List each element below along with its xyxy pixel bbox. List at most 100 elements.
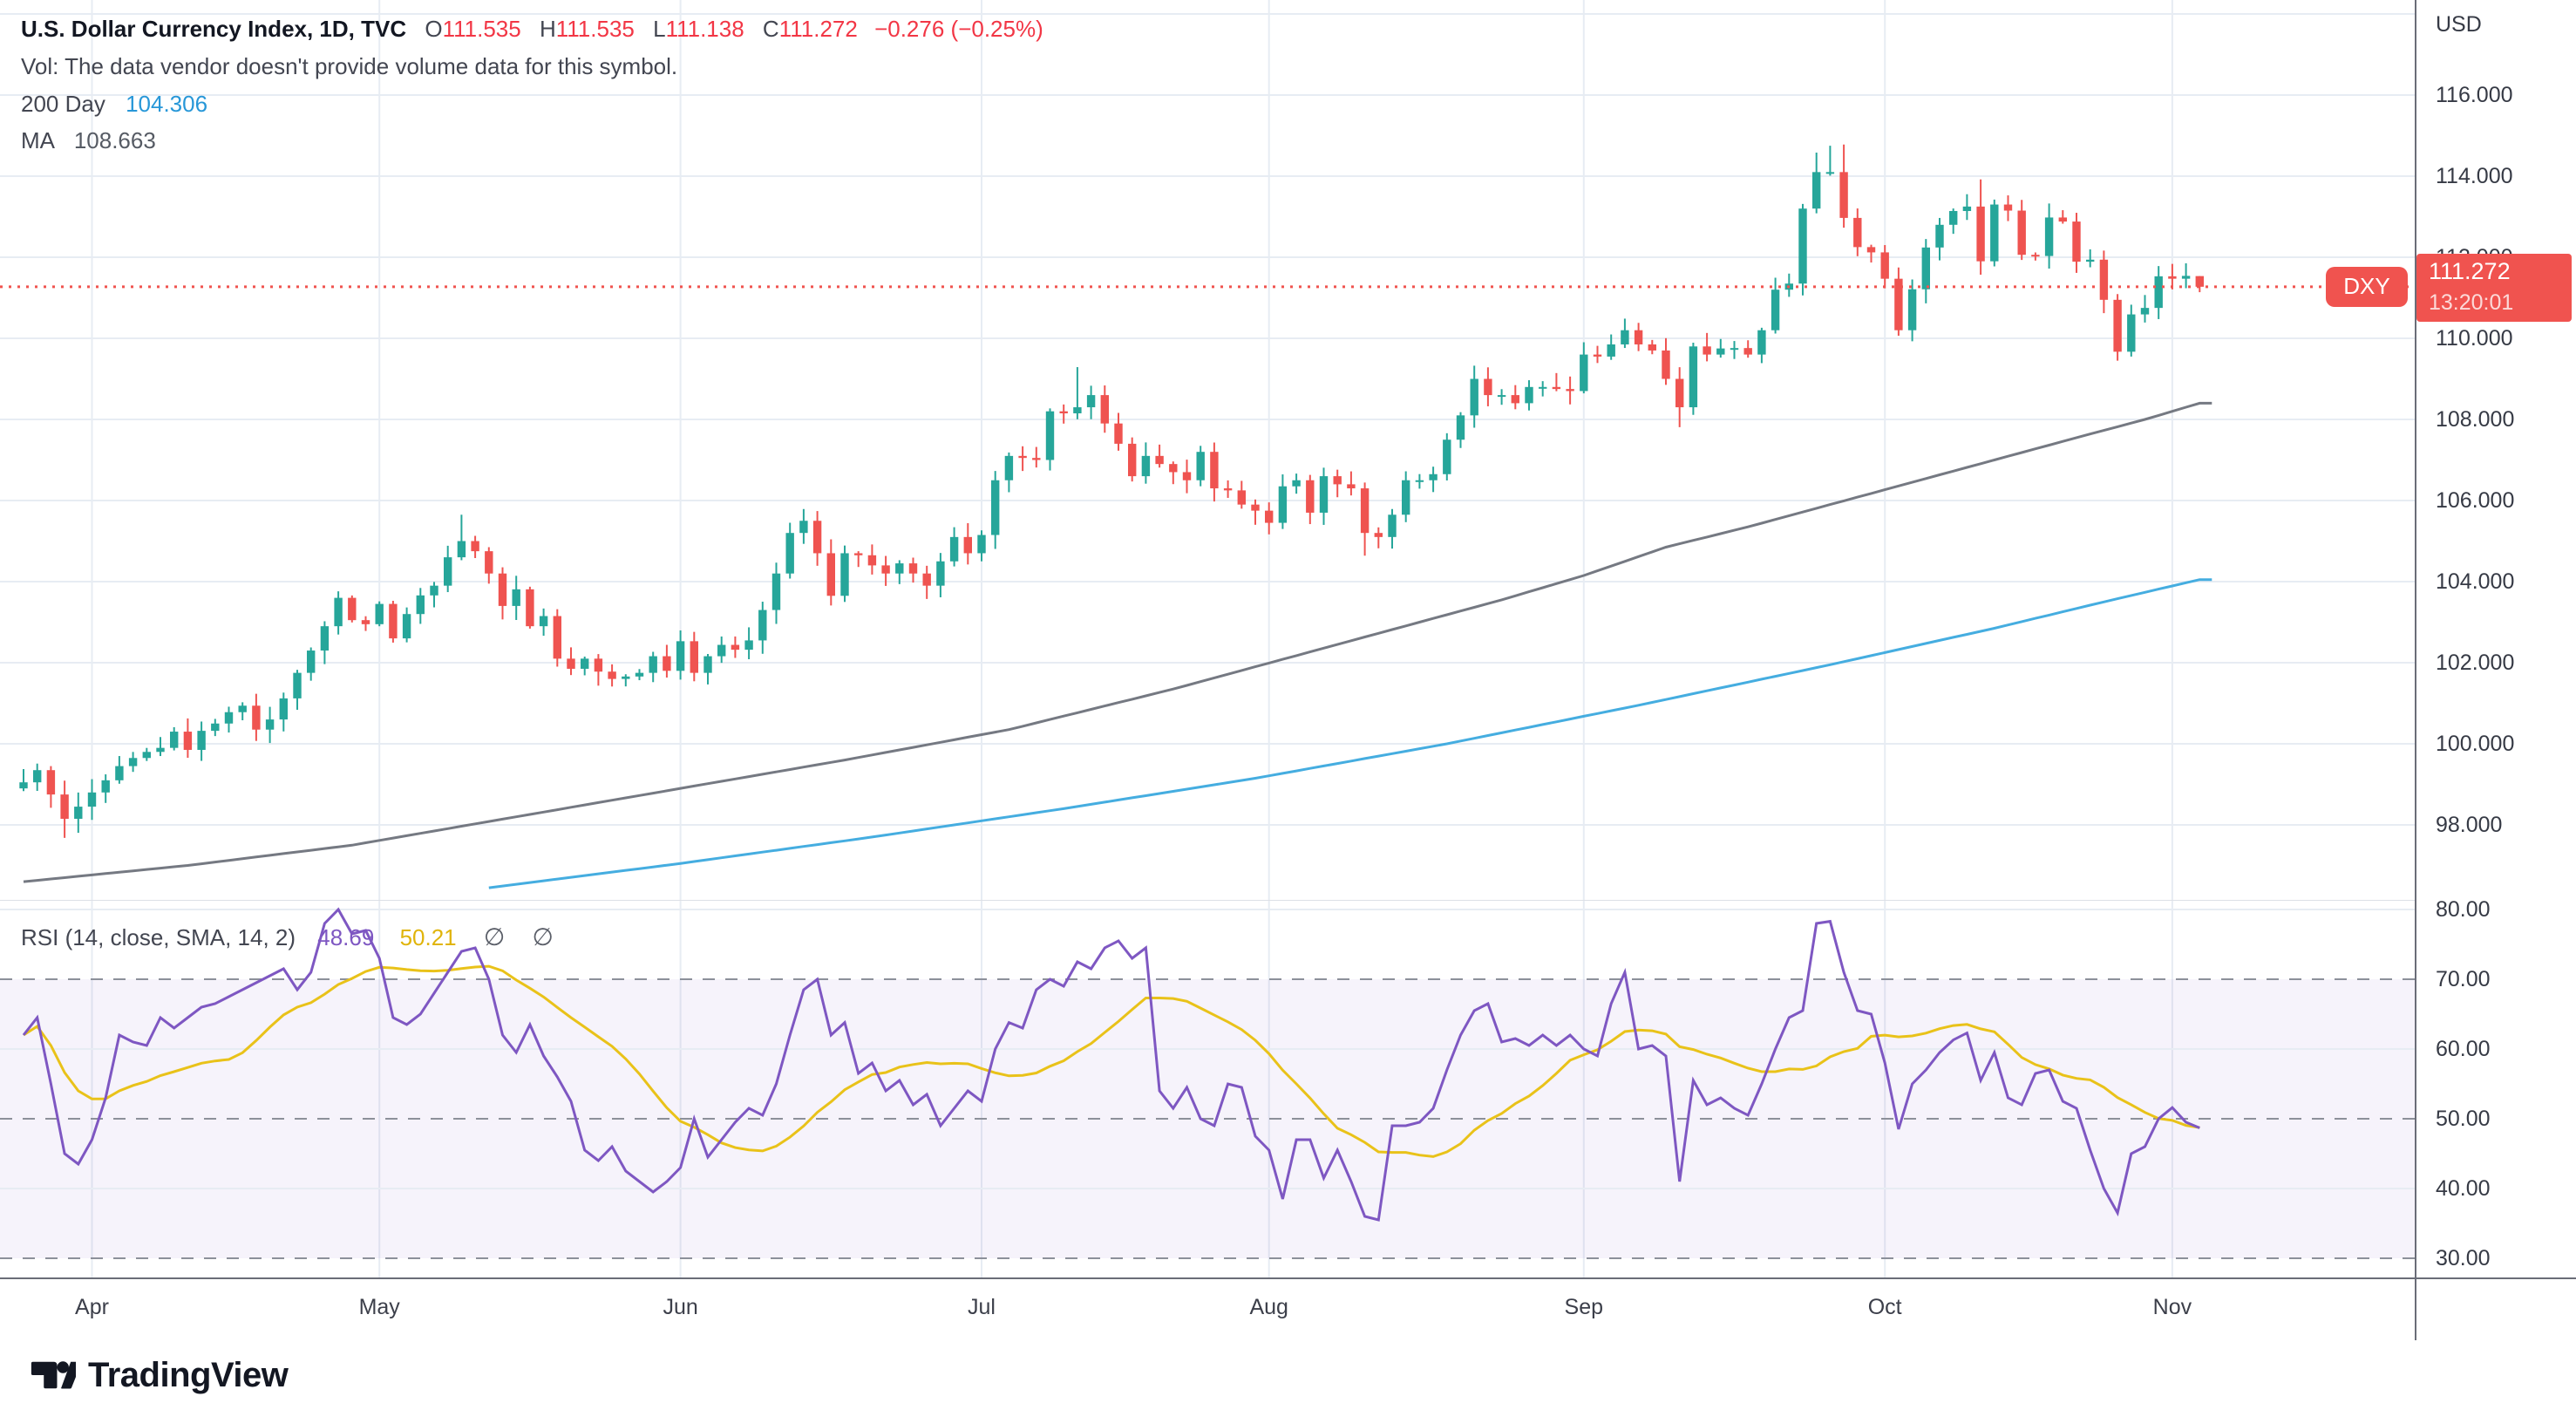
candle [1716, 348, 1725, 355]
candle [170, 732, 179, 748]
candle [1004, 455, 1014, 480]
change-value: −0.276 (−0.25%) [874, 16, 1043, 42]
candle [2113, 299, 2122, 352]
candle [1196, 452, 1205, 480]
candle [252, 705, 261, 730]
candle [1086, 395, 1096, 408]
brand-name: TradingView [88, 1355, 289, 1394]
candle [1935, 224, 1944, 248]
candle [498, 573, 507, 606]
candle [1525, 386, 1533, 404]
candle [1866, 247, 1876, 253]
candle [361, 620, 370, 624]
rsi-line [22, 907, 2200, 1222]
candle [457, 541, 466, 558]
candle [676, 641, 685, 671]
candle [2031, 255, 2040, 257]
candle [1319, 476, 1329, 513]
rsi-sma-value: 50.21 [399, 924, 457, 950]
rsi-tick: 80.00 [2436, 897, 2491, 922]
open-value: 111.535 [442, 16, 521, 42]
candle [1511, 395, 1519, 404]
candle [1798, 208, 1807, 284]
pane-divider[interactable] [0, 900, 2415, 901]
candle [1114, 423, 1123, 444]
candle [1921, 247, 1930, 289]
candle [895, 563, 904, 574]
price-tick: 114.000 [2436, 164, 2513, 188]
candle [1825, 172, 1835, 174]
rsi-tick: 70.00 [2436, 967, 2491, 991]
ma-legend-row[interactable]: MA 108.663 [21, 127, 156, 154]
symbol-flag-text: DXY [2343, 273, 2390, 300]
price-scale[interactable]: USD 116.000114.000112.000110.000108.0001… [2415, 0, 2576, 1277]
ma200-legend-row[interactable]: 200 Day 104.306 [21, 91, 207, 118]
candle [567, 658, 575, 669]
candle [1812, 172, 1821, 209]
candle [485, 551, 493, 574]
close-value: 111.272 [778, 16, 858, 42]
candle [703, 656, 712, 673]
candle [1059, 411, 1068, 414]
candle [581, 658, 589, 669]
empty-set-icon: ∅ [483, 923, 506, 950]
time-scale[interactable]: Apr May Jun Jul Aug Sep Oct Nov [0, 1277, 2415, 1343]
candle [1292, 480, 1301, 487]
close-label: C [762, 16, 779, 42]
candle [2140, 308, 2150, 315]
candle [444, 557, 452, 586]
candle [539, 616, 548, 627]
price-tick: 98.000 [2436, 813, 2503, 837]
symbol-legend-row[interactable]: U.S. Dollar Currency Index, 1D, TVC O111… [21, 16, 1043, 43]
candle [2181, 276, 2191, 279]
rsi-lines [22, 907, 2200, 1222]
candle [854, 553, 863, 555]
tradingview-logo-icon [31, 1361, 76, 1389]
month-label: Aug [1249, 1295, 1288, 1319]
rsi-tick: 60.00 [2436, 1037, 2491, 1061]
candle [1757, 330, 1766, 355]
candle [1429, 473, 1438, 480]
candle [1018, 455, 1027, 459]
candle [156, 747, 165, 753]
volume-note: Vol: The data vendor doesn't provide vol… [21, 53, 678, 79]
tradingview-brand[interactable]: TradingView [31, 1352, 289, 1398]
candle [334, 597, 343, 627]
candle [1182, 472, 1192, 480]
candle [1743, 348, 1752, 355]
candle [115, 766, 124, 780]
candle [1223, 488, 1233, 491]
candle [389, 603, 398, 639]
candle [1470, 378, 1478, 416]
candle [1949, 210, 1958, 225]
candle [46, 770, 56, 795]
low-label: L [653, 16, 666, 42]
month-label: Sep [1564, 1295, 1604, 1319]
rsi-sma-line [23, 964, 2200, 1158]
symbol-price-flag: DXY [2326, 266, 2408, 307]
candle [1880, 252, 1889, 279]
candle [1990, 204, 1999, 262]
month-label: Apr [75, 1295, 109, 1319]
candle [977, 535, 986, 554]
candle [2154, 276, 2163, 309]
candle [402, 614, 411, 639]
candle [1593, 354, 1602, 357]
candle [1278, 486, 1288, 523]
ma200-value: 104.306 [126, 91, 208, 117]
chart-plot-area[interactable] [0, 0, 2415, 1277]
price-tick: 104.000 [2436, 569, 2515, 594]
candle [19, 782, 28, 789]
candle [1415, 480, 1424, 482]
price-tick: 100.000 [2436, 732, 2515, 756]
candle [2058, 217, 2067, 222]
candle [1648, 344, 1656, 351]
symbol-title: U.S. Dollar Currency Index, 1D, TVC [21, 16, 407, 42]
candle [1689, 346, 1698, 408]
candle [608, 671, 616, 679]
rsi-legend-row[interactable]: RSI (14, close, SMA, 14, 2) 48.69 50.21 … [21, 923, 554, 951]
ma200-label: 200 Day [21, 91, 105, 117]
candle [1210, 452, 1219, 489]
open-label: O [425, 16, 443, 42]
